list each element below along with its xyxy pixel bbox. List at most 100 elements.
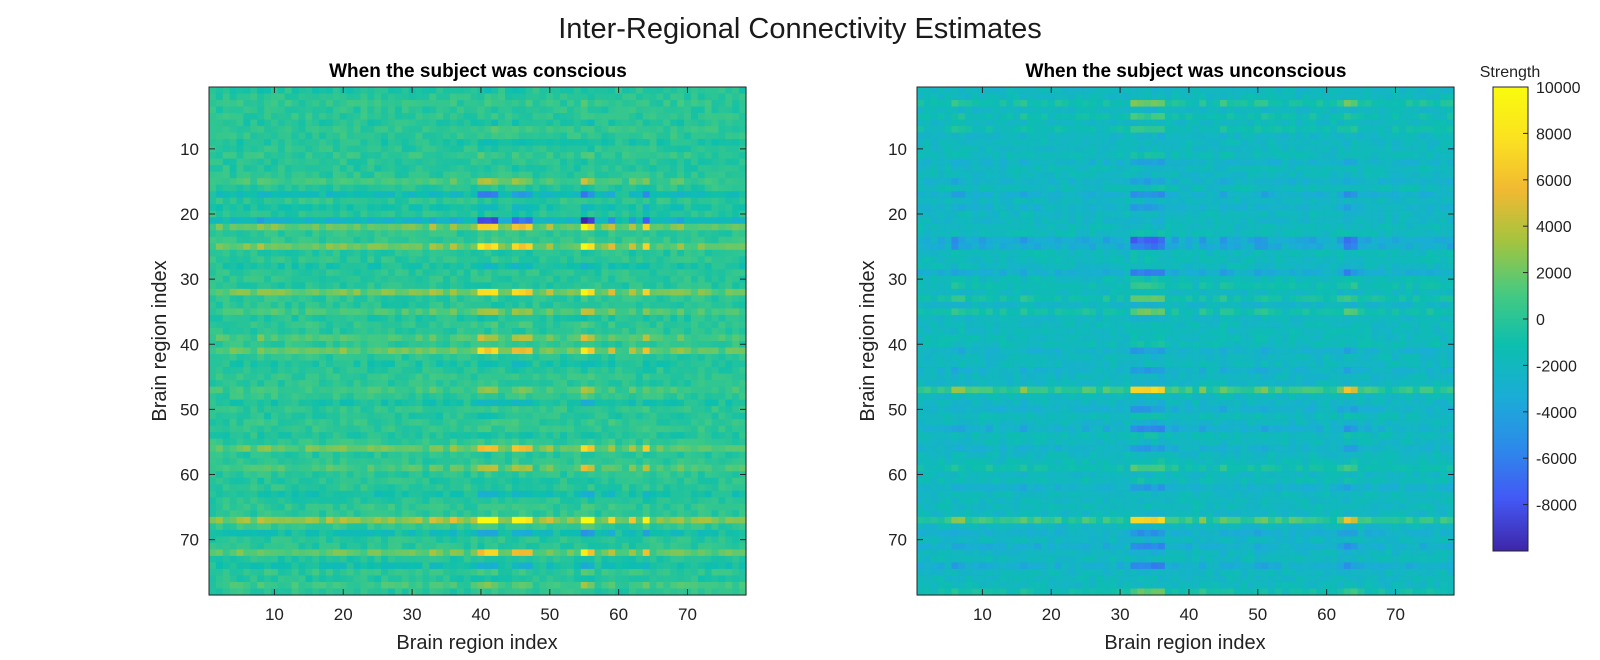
heatmap-cell	[470, 191, 479, 199]
heatmap-cell	[560, 87, 568, 95]
heatmap-cell	[443, 197, 451, 205]
heatmap-cell	[587, 93, 596, 101]
heatmap-cell	[622, 126, 630, 134]
heatmap-cell	[367, 301, 375, 310]
heatmap-cell	[477, 106, 485, 114]
heatmap-cell	[408, 458, 417, 466]
heatmap-cell	[711, 184, 720, 192]
heatmap-cell	[463, 145, 472, 153]
heatmap-cell	[332, 295, 341, 303]
heatmap-cell	[319, 334, 327, 342]
heatmap-cell	[270, 269, 279, 277]
heatmap-cell	[401, 471, 410, 479]
heatmap-cell	[560, 256, 568, 264]
heatmap-cell	[422, 321, 430, 329]
heatmap-cell	[449, 438, 458, 446]
heatmap-cell	[346, 217, 355, 225]
heatmap-cell	[601, 256, 609, 264]
heatmap-cell	[718, 100, 726, 108]
heatmap-cell	[580, 367, 589, 375]
heatmap-cell	[250, 256, 258, 264]
heatmap-cell	[690, 126, 699, 134]
heatmap-cell	[580, 145, 589, 153]
heatmap-cell	[539, 386, 547, 394]
heatmap-cell	[415, 126, 424, 134]
heatmap-cell	[635, 471, 644, 479]
heatmap-cell	[284, 243, 293, 251]
heatmap-cell	[243, 158, 251, 166]
heatmap-cell	[284, 406, 293, 414]
heatmap-cell	[546, 399, 554, 407]
heatmap-cell	[711, 367, 720, 375]
heatmap-cell	[711, 243, 720, 251]
heatmap-cell	[243, 380, 251, 388]
heatmap-cell	[319, 360, 327, 368]
heatmap-cell	[684, 204, 692, 212]
heatmap-cell	[270, 288, 279, 297]
heatmap-cell	[656, 445, 664, 453]
heatmap-cell	[257, 275, 265, 283]
heatmap-cell	[649, 334, 658, 342]
heatmap-cell	[477, 464, 485, 472]
heatmap-cell	[525, 432, 534, 440]
heatmap-cell	[670, 249, 678, 257]
heatmap-cell	[339, 490, 348, 498]
heatmap-cell	[567, 165, 575, 173]
heatmap-cell	[305, 197, 313, 205]
heatmap-cell	[374, 204, 382, 212]
heatmap-cell	[209, 243, 217, 251]
heatmap-cell	[505, 191, 513, 199]
heatmap-cell	[346, 445, 355, 453]
heatmap-cell	[525, 477, 534, 485]
heatmap-cell	[684, 490, 692, 498]
heatmap-cell	[711, 145, 720, 153]
heatmap-cell	[491, 145, 499, 153]
heatmap-cell	[229, 393, 238, 401]
heatmap-cell	[284, 145, 293, 153]
heatmap-cell	[670, 93, 678, 101]
heatmap-cell	[277, 438, 286, 446]
heatmap-cell	[456, 230, 465, 238]
heatmap-cell	[711, 393, 720, 401]
heatmap-cell	[649, 314, 658, 323]
heatmap-cell	[360, 119, 368, 127]
heatmap-cell	[518, 93, 527, 101]
heatmap-cell	[711, 197, 720, 205]
heatmap-cell	[739, 243, 747, 251]
heatmap-cell	[284, 93, 293, 101]
heatmap-cell	[615, 288, 623, 297]
heatmap-cell	[615, 308, 623, 316]
heatmap-cell	[567, 445, 575, 453]
heatmap-cell	[463, 393, 472, 401]
heatmap-cell	[339, 158, 348, 166]
heatmap-cell	[560, 217, 568, 225]
heatmap-cell	[270, 412, 279, 420]
heatmap-cell	[264, 347, 272, 355]
heatmap-cell	[449, 230, 458, 238]
heatmap-cell	[229, 178, 238, 186]
heatmap-cell	[374, 477, 382, 485]
heatmap-cell	[305, 314, 313, 323]
heatmap-cell	[560, 412, 568, 420]
heatmap-cell	[560, 113, 568, 121]
heatmap-cell	[518, 171, 527, 179]
heatmap-cell	[463, 484, 472, 492]
heatmap-cell	[711, 308, 720, 316]
heatmap-cell	[539, 171, 547, 179]
heatmap-cell	[339, 406, 348, 414]
heatmap-cell	[422, 275, 430, 283]
heatmap-cell	[615, 210, 623, 218]
heatmap-cell	[622, 269, 630, 277]
heatmap-cell	[608, 464, 616, 472]
heatmap-cell	[257, 139, 265, 147]
heatmap-cell	[470, 412, 479, 420]
heatmap-cell	[511, 87, 520, 95]
heatmap-cell	[449, 119, 458, 127]
heatmap-cell	[229, 321, 238, 329]
heatmap-cell	[257, 380, 265, 388]
heatmap-cell	[491, 419, 499, 427]
heatmap-cell	[250, 113, 258, 121]
heatmap-cell	[491, 380, 499, 388]
heatmap-cell	[312, 275, 320, 283]
heatmap-cell	[587, 249, 596, 257]
